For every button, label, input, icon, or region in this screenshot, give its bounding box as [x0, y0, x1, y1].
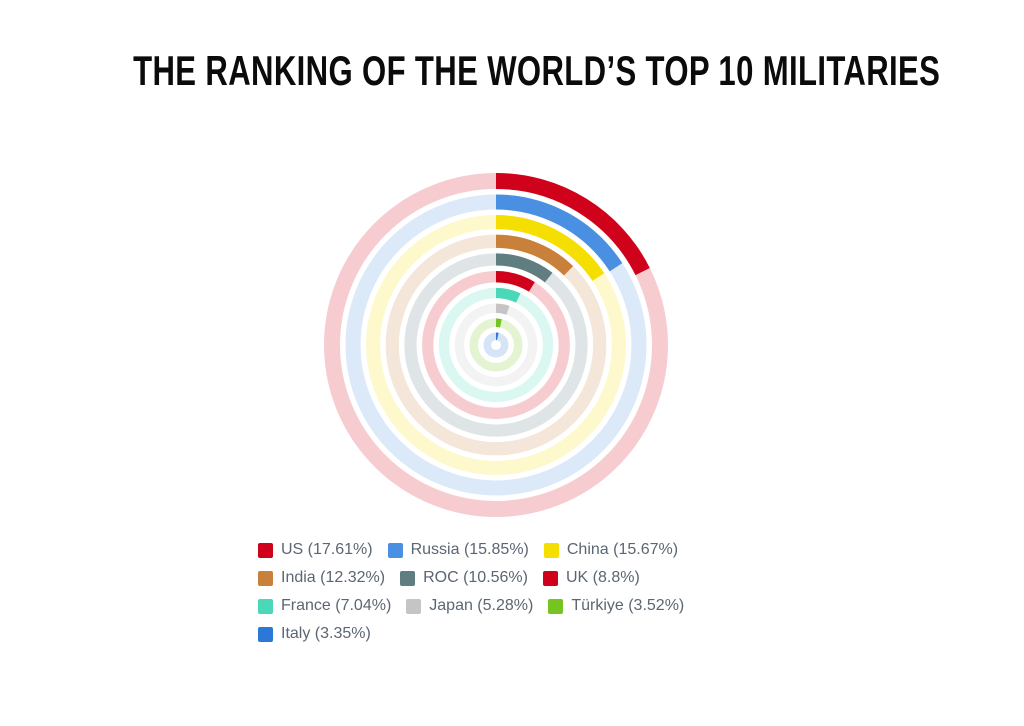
- radial-chart: [324, 173, 668, 517]
- legend-label: UK (8.8%): [565, 569, 640, 586]
- legend-item-France[interactable]: France (7.04%): [258, 592, 391, 620]
- legend-item-Japan[interactable]: Japan (5.28%): [406, 592, 533, 620]
- legend-label: Russia (15.85%): [410, 541, 529, 558]
- legend-item-Türkiye[interactable]: Türkiye (3.52%): [548, 592, 684, 620]
- ring-arc-France[interactable]: [495, 287, 521, 303]
- ring-arc-UK[interactable]: [495, 271, 535, 292]
- legend-swatch-India: [258, 570, 273, 586]
- legend-swatch-Japan: [406, 598, 422, 614]
- legend-swatch-UK: [542, 570, 558, 586]
- legend-swatch-US: [258, 542, 273, 558]
- legend-label: Türkiye (3.52%): [571, 597, 685, 614]
- legend-item-US[interactable]: US (17.61%): [258, 536, 373, 564]
- legend: US (17.61%) Russia (15.85%) China (15.67%)…: [258, 536, 758, 648]
- legend-label: Italy (3.35%): [281, 625, 371, 642]
- legend-label: France (7.04%): [281, 597, 392, 614]
- legend-item-China[interactable]: China (15.67%): [543, 536, 679, 564]
- ring-arc-China[interactable]: [495, 215, 605, 282]
- legend-label: India (12.32%): [281, 569, 386, 586]
- legend-swatch-ROC: [400, 570, 416, 586]
- ring-arc-Japan[interactable]: [495, 303, 510, 315]
- legend-swatch-Italy: [258, 626, 273, 642]
- ring-track-ROC: [404, 253, 588, 437]
- legend-swatch-China: [543, 542, 559, 558]
- page-title: THE RANKING OF THE WORLD’S TOP 10 MILITA…: [133, 47, 941, 94]
- legend-label: US (17.61%): [281, 541, 373, 558]
- legend-item-Italy[interactable]: Italy (3.35%): [258, 620, 371, 648]
- legend-label: ROC (10.56%): [423, 569, 528, 586]
- legend-label: China (15.67%): [566, 541, 679, 558]
- legend-item-Russia[interactable]: Russia (15.85%): [387, 536, 529, 564]
- legend-label: Japan (5.28%): [429, 597, 534, 614]
- legend-item-ROC[interactable]: ROC (10.56%): [400, 564, 528, 592]
- ring-arc-US[interactable]: [495, 173, 650, 276]
- legend-item-UK[interactable]: UK (8.8%): [542, 564, 640, 592]
- ring-arc-Russia[interactable]: [495, 194, 623, 272]
- legend-swatch-Russia: [387, 542, 403, 558]
- ring-track-Türkiye: [469, 318, 523, 372]
- ring-arc-Türkiye[interactable]: [495, 318, 502, 328]
- ring-arc-ROC[interactable]: [495, 253, 553, 283]
- ring-track-Italy: [483, 332, 509, 358]
- legend-swatch-France: [258, 598, 273, 614]
- chart-area: [322, 171, 670, 519]
- legend-item-India[interactable]: India (12.32%): [258, 564, 385, 592]
- legend-swatch-Türkiye: [548, 598, 564, 614]
- ring-arc-India[interactable]: [495, 234, 574, 276]
